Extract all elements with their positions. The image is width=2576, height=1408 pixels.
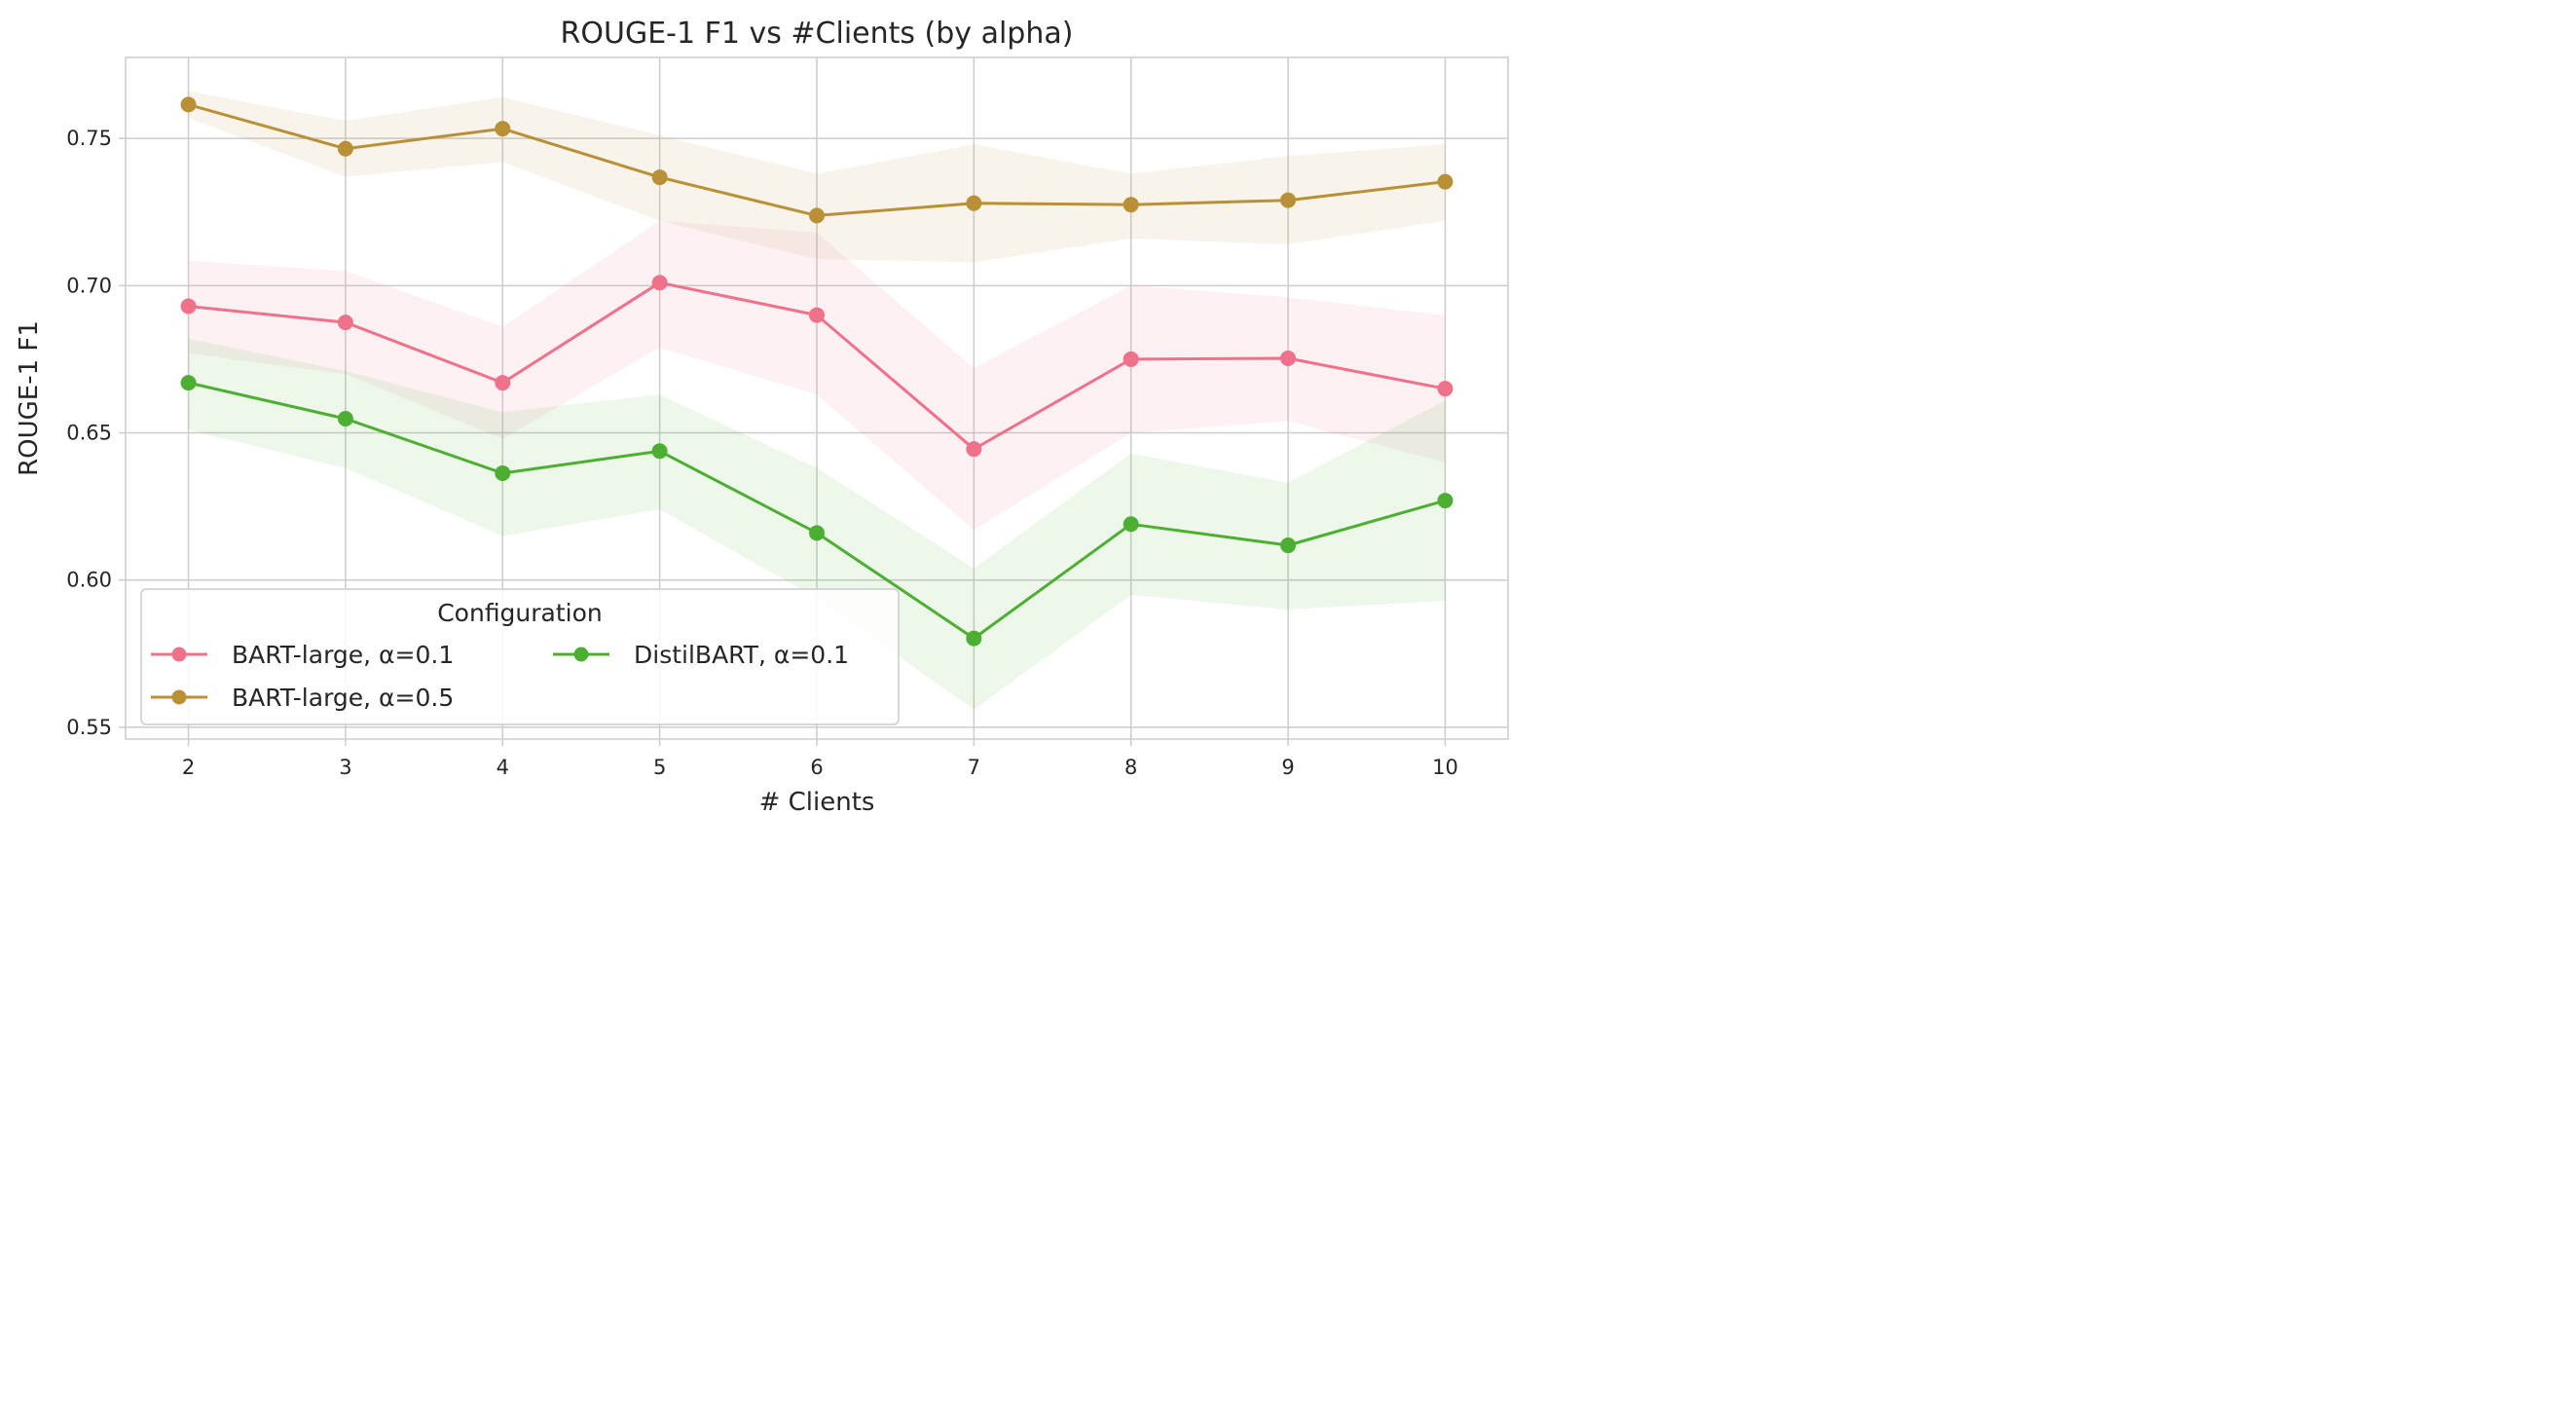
- data-point: [966, 195, 982, 211]
- data-point: [1122, 351, 1139, 367]
- legend-label-2: DistilBART, α=0.1: [634, 641, 849, 669]
- data-point: [495, 464, 511, 481]
- data-point: [809, 207, 825, 224]
- x-tick-label: 3: [339, 756, 351, 779]
- y-axis-label: ROUGE-1 F1: [15, 320, 44, 476]
- data-point: [495, 375, 511, 391]
- confidence-band-2: [188, 338, 1446, 710]
- legend-marker-0: [171, 647, 187, 662]
- data-point: [180, 96, 197, 113]
- data-point: [1122, 516, 1139, 533]
- data-point: [966, 441, 982, 458]
- data-point: [1122, 197, 1139, 213]
- data-point: [337, 411, 353, 427]
- data-point: [495, 121, 511, 137]
- y-tick-label: 0.55: [66, 716, 112, 739]
- legend-title: Configuration: [437, 599, 603, 627]
- y-tick-label: 0.75: [66, 127, 112, 150]
- data-point: [1437, 381, 1454, 397]
- legend-label-1: BART-large, α=0.5: [232, 684, 454, 712]
- y-tick-label: 0.60: [66, 569, 112, 592]
- x-axis-label: # Clients: [759, 788, 875, 817]
- data-point: [651, 275, 668, 291]
- data-point: [1437, 493, 1454, 509]
- line-chart: ROUGE-1 F1 vs #Clients (by alpha) 2 3 4 5 6 7…: [15, 17, 1509, 817]
- data-point: [1437, 173, 1454, 190]
- x-tick-label: 7: [968, 756, 980, 779]
- data-point: [809, 307, 825, 323]
- chart-title: ROUGE-1 F1 vs #Clients (by alpha): [561, 17, 1074, 51]
- data-point: [180, 298, 197, 315]
- data-point: [651, 169, 668, 186]
- legend-box: [140, 588, 900, 725]
- data-point: [651, 443, 668, 460]
- data-point: [966, 630, 982, 647]
- confidence-band-0: [188, 220, 1446, 531]
- data-point: [1280, 351, 1297, 367]
- data-point: [809, 525, 825, 541]
- data-point: [180, 375, 197, 391]
- x-tick-label: 9: [1281, 756, 1294, 779]
- y-tick-label: 0.70: [66, 274, 112, 297]
- legend: Configuration BART-large, α=0.1 BART-larg…: [140, 588, 900, 725]
- legend-label-0: BART-large, α=0.1: [232, 641, 454, 669]
- x-tick-label: 5: [653, 756, 666, 779]
- legend-marker-2: [573, 647, 589, 662]
- x-tick-label: 4: [497, 756, 509, 779]
- data-point: [337, 140, 353, 157]
- x-tick-label: 2: [182, 756, 195, 779]
- legend-marker-1: [171, 689, 187, 705]
- data-point: [1280, 537, 1297, 554]
- chart-figure: ROUGE-1 F1 vs #Clients (by alpha) 2 3 4 5 6 7…: [0, 0, 1527, 834]
- y-tick-label: 0.65: [66, 422, 112, 445]
- x-tick-label: 6: [810, 756, 823, 779]
- x-tick-label: 8: [1124, 756, 1137, 779]
- data-point: [337, 315, 353, 331]
- data-point: [1280, 192, 1297, 208]
- x-tick-label: 10: [1432, 756, 1458, 779]
